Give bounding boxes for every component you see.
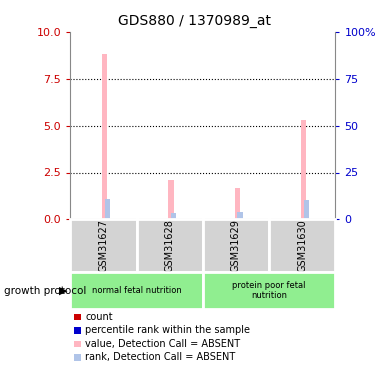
Text: rank, Detection Call = ABSENT: rank, Detection Call = ABSENT (85, 352, 235, 362)
Bar (303, 200, 309, 219)
Bar (136, 219, 203, 272)
Bar (171, 213, 176, 219)
Bar (168, 180, 174, 219)
Bar (105, 199, 110, 219)
Text: percentile rank within the sample: percentile rank within the sample (85, 326, 250, 335)
Text: GSM31627: GSM31627 (98, 219, 108, 272)
Text: GSM31628: GSM31628 (165, 219, 175, 272)
Bar (269, 219, 335, 272)
Text: GDS880 / 1370989_at: GDS880 / 1370989_at (119, 14, 271, 28)
Text: GSM31630: GSM31630 (297, 219, 307, 272)
Bar (235, 188, 240, 219)
Bar (70, 219, 136, 272)
Text: ▶: ▶ (58, 286, 67, 296)
Text: count: count (85, 312, 113, 322)
Bar (70, 272, 203, 309)
Bar (301, 120, 306, 219)
Bar (102, 54, 107, 219)
Text: normal fetal nutrition: normal fetal nutrition (92, 286, 181, 295)
Text: protein poor fetal
nutrition: protein poor fetal nutrition (232, 281, 306, 300)
Text: GSM31629: GSM31629 (231, 219, 241, 272)
Text: growth protocol: growth protocol (4, 286, 86, 296)
Bar (237, 212, 243, 219)
Bar (203, 272, 335, 309)
Bar (203, 219, 269, 272)
Text: value, Detection Call = ABSENT: value, Detection Call = ABSENT (85, 339, 240, 349)
